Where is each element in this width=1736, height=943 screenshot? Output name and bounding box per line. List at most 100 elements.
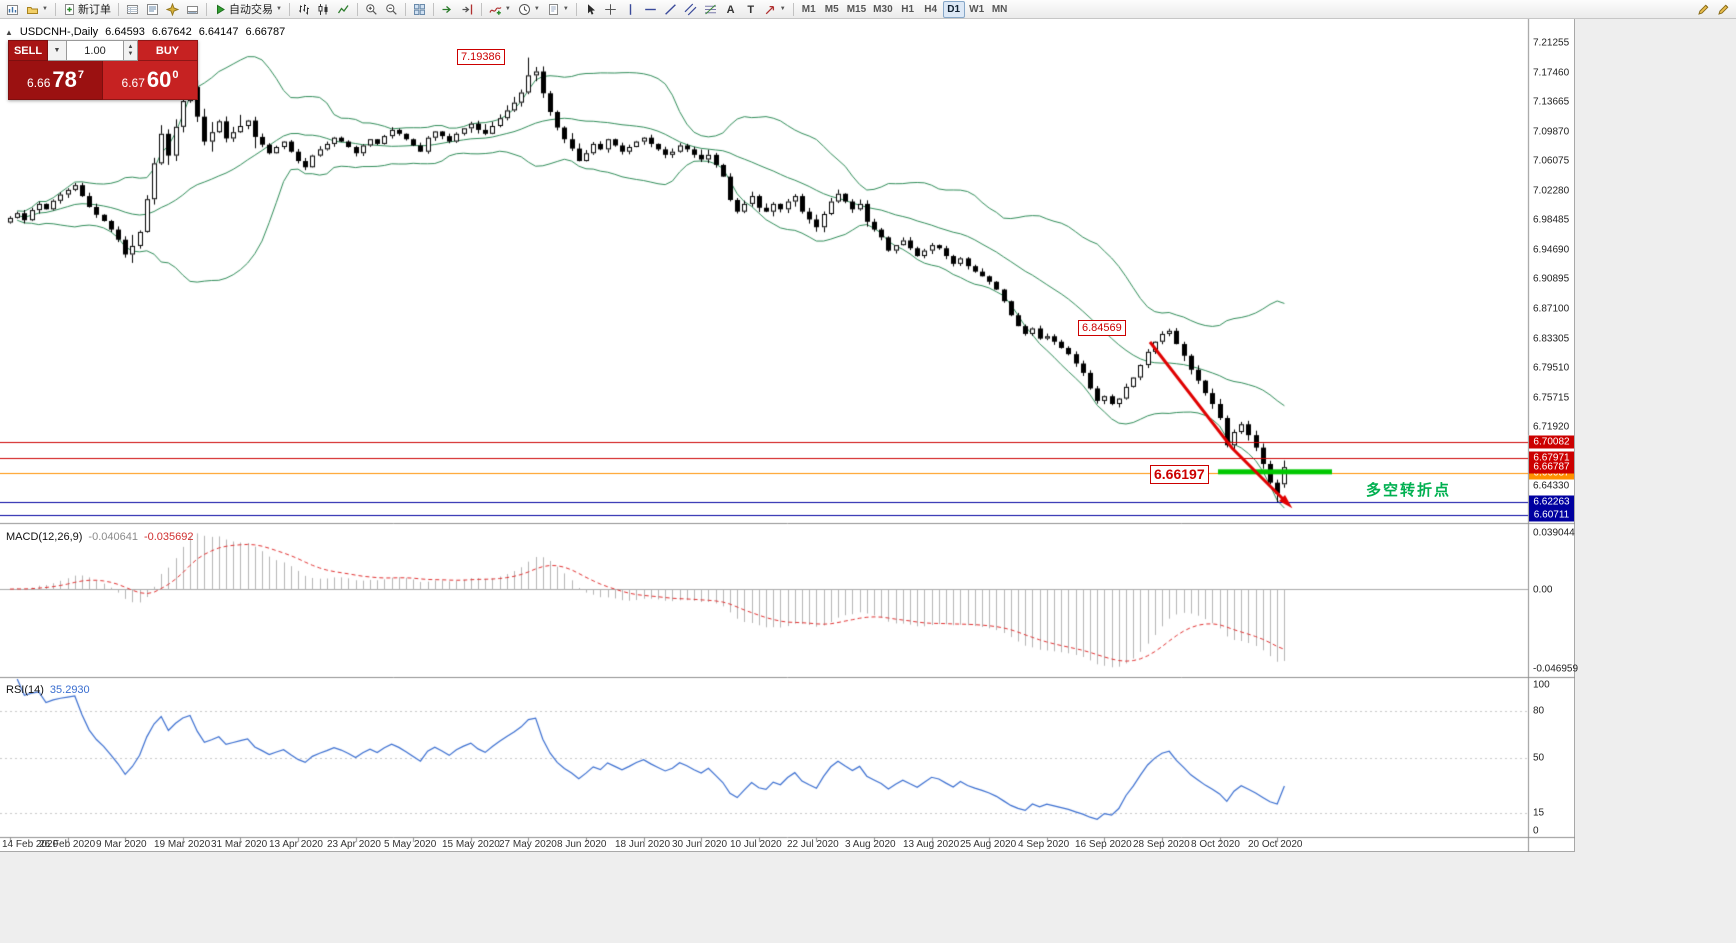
ask-pip-digit: 0 (172, 69, 179, 81)
annotation-swing-high-price[interactable]: 6.84569 (1078, 320, 1126, 336)
price-line-tag: 6.62263 (1529, 495, 1574, 509)
toolbar-vertical-line-button[interactable] (621, 1, 640, 18)
date-axis-label[interactable]: 8 Jun 2020 (557, 839, 607, 850)
toolbar-trendline-button[interactable] (661, 1, 680, 18)
chart-overlays: 7.21255 7.17460 7.13665 7.09870 7.06075 7.022… (0, 19, 1578, 851)
date-axis-label[interactable]: 31 Mar 2020 (211, 839, 268, 850)
ohlc-close: 6.66787 (245, 26, 286, 38)
ask-price-button[interactable]: 6.67 60 0 (103, 61, 198, 100)
timeframe-w1-button[interactable]: W1 (969, 3, 985, 15)
date-axis-label[interactable]: 5 May 2020 (384, 839, 437, 850)
toolbar-profiles-button[interactable]: ▼ (23, 1, 51, 18)
toolbar-arrows-button[interactable]: ▼ (761, 1, 789, 18)
date-axis-label[interactable]: 19 Mar 2020 (154, 839, 211, 850)
toolbar-new-order-button[interactable]: 新订单 (60, 1, 114, 18)
toolbar-candlestick-chart-button[interactable] (314, 1, 333, 18)
date-axis-label[interactable]: 23 Apr 2020 (327, 839, 381, 850)
toolbar-periods-button[interactable]: ▼ (515, 1, 543, 18)
timeframe-h4-button[interactable]: H4 (924, 3, 938, 15)
date-axis-label[interactable]: 25 Aug 2020 (960, 839, 1017, 850)
toolbar-equidistant-channel-button[interactable] (681, 1, 700, 18)
date-axis-label[interactable]: 30 Jun 2020 (672, 839, 728, 850)
annotation-turning-point-note[interactable]: 多空转折点 (1366, 482, 1452, 499)
chevron-down-icon: ▼ (504, 6, 511, 12)
toolbar-crosshair-button[interactable] (601, 1, 620, 18)
pencil-icon (1697, 3, 1710, 16)
price-axis-label: 6.75715 (1533, 392, 1570, 404)
timeframe-m1-button[interactable]: M1 (801, 3, 816, 15)
price-chart-canvas[interactable] (0, 19, 1575, 852)
toolbar-separator (432, 2, 434, 16)
bid-price-tag: 6.66787 (1529, 460, 1574, 474)
bid-price-button[interactable]: 6.66 78 7 (8, 61, 103, 100)
toolbar-line-chart-button[interactable] (334, 1, 353, 18)
date-axis-label[interactable]: 13 Apr 2020 (269, 839, 323, 850)
price-axis-label: 6.87100 (1533, 303, 1570, 315)
date-axis-label[interactable]: 28 Sep 2020 (1133, 839, 1190, 850)
toolbar-auto-scroll-button[interactable] (438, 1, 457, 18)
timeframe-m15-button[interactable]: M15 (846, 3, 867, 15)
date-axis-label[interactable]: 9 Mar 2020 (96, 839, 147, 850)
date-axis-label[interactable]: 22 Jul 2020 (787, 839, 839, 850)
date-axis-label[interactable]: 26 Feb 2020 (39, 839, 96, 850)
rsi-scale-label: 15 (1533, 807, 1545, 819)
annotation-peak-price[interactable]: 7.19386 (457, 49, 505, 65)
toolbar-tile-windows-button[interactable] (410, 1, 429, 18)
tile-windows-icon (413, 3, 426, 16)
toolbar-chart-shift-button[interactable] (458, 1, 477, 18)
toolbar-navigator-button[interactable] (163, 1, 182, 18)
toolbar-bar-chart-button[interactable] (294, 1, 313, 18)
toolbar-auto-trading-button[interactable]: 自动交易 ▼ (211, 1, 285, 18)
timeframe-m5-button[interactable]: M5 (824, 3, 839, 15)
bid-big-digits: 78 (52, 67, 77, 92)
buy-button[interactable]: BUY (138, 40, 198, 61)
date-axis-label[interactable]: 13 Aug 2020 (903, 839, 960, 850)
toolbar-new-chart-button[interactable] (3, 1, 22, 18)
toolbar-pencil-b-button[interactable] (1714, 1, 1733, 18)
toolbar-market-watch-button[interactable] (123, 1, 142, 18)
price-axis-label: 7.13665 (1533, 96, 1570, 108)
toolbar-horizontal-line-button[interactable] (641, 1, 660, 18)
toolbar-templates-button[interactable]: ▼ (544, 1, 572, 18)
date-axis-label[interactable]: 16 Sep 2020 (1075, 839, 1132, 850)
date-axis-label[interactable]: 20 Oct 2020 (1248, 839, 1303, 850)
rsi-scale-label: 0 (1533, 825, 1539, 837)
rsi-scale-label: 50 (1533, 752, 1545, 764)
arrows-icon (764, 3, 777, 16)
timeframe-mn-button[interactable]: MN (991, 3, 1008, 15)
bid-prefix: 6.66 (27, 76, 51, 90)
toolbar-zoom-out-button[interactable] (382, 1, 401, 18)
timeframe-h1-button[interactable]: H1 (901, 3, 915, 15)
volume-spinner[interactable]: ▲ ▼ (124, 40, 138, 61)
ask-prefix: 6.67 (121, 76, 145, 90)
toolbar-cursor-button[interactable] (581, 1, 600, 18)
date-axis-label[interactable]: 3 Aug 2020 (845, 839, 896, 850)
date-axis-label[interactable]: 8 Oct 2020 (1191, 839, 1240, 850)
date-axis-label[interactable]: 15 May 2020 (442, 839, 500, 850)
toolbar-text-label-button[interactable]: T (741, 1, 760, 18)
date-axis-label[interactable]: 18 Jun 2020 (615, 839, 671, 850)
toolbar-data-window-button[interactable] (143, 1, 162, 18)
terminal-icon (186, 3, 199, 16)
timeframe-m30-button[interactable]: M30 (873, 3, 893, 15)
date-axis-label[interactable]: 14 Feb 2020 (2, 839, 59, 850)
volume-dropdown-button[interactable]: ▼ (48, 40, 67, 61)
toolbar-zoom-in-button[interactable] (362, 1, 381, 18)
sell-button[interactable]: SELL (8, 40, 48, 61)
volume-input[interactable] (67, 40, 124, 61)
collapse-trade-panel-icon[interactable]: ▲ (5, 27, 13, 37)
date-axis-label[interactable]: 27 May 2020 (499, 839, 557, 850)
price-axis-label: 7.09870 (1533, 126, 1570, 138)
toolbar-indicators-button[interactable]: ▼ (486, 1, 514, 18)
toolbar-separator (575, 2, 577, 16)
date-axis-label[interactable]: 10 Jul 2020 (730, 839, 782, 850)
toolbar-terminal-button[interactable] (183, 1, 202, 18)
macd-signal-value: -0.035692 (143, 531, 194, 543)
symbol-period-label: USDCNH-,Daily (19, 26, 99, 38)
toolbar-pencil-a-button[interactable] (1694, 1, 1713, 18)
toolbar-text-button[interactable]: A (721, 1, 740, 18)
timeframe-d1-button[interactable]: D1 (942, 0, 965, 18)
annotation-support-price[interactable]: 6.66197 (1150, 465, 1209, 484)
toolbar-fibonacci-button[interactable] (701, 1, 720, 18)
date-axis-label[interactable]: 4 Sep 2020 (1018, 839, 1070, 850)
